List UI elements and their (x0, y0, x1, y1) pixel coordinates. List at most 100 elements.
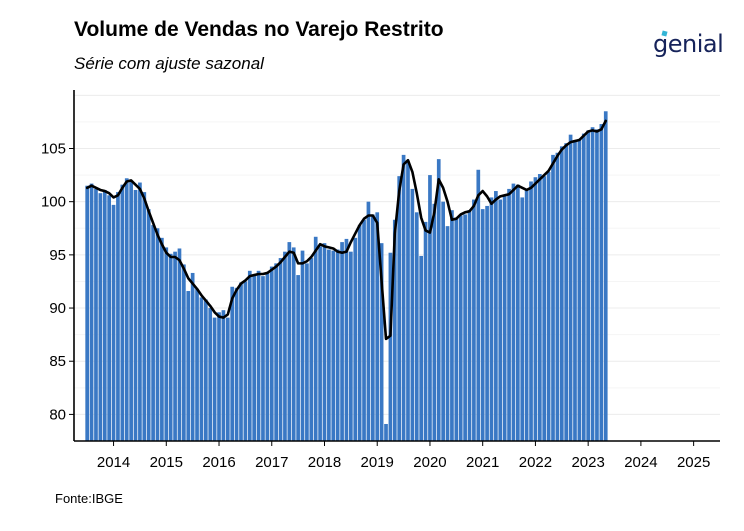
y-tick-label: 105 (41, 141, 66, 158)
x-tick-label: 2023 (571, 454, 604, 471)
bar (221, 310, 226, 441)
y-tick-label: 95 (49, 247, 66, 264)
bar (458, 215, 463, 441)
bar (494, 191, 498, 441)
bar (516, 184, 520, 441)
bar (89, 183, 94, 441)
bar (595, 129, 599, 441)
x-tick-label: 2017 (255, 454, 288, 471)
bar (309, 258, 314, 441)
bar (485, 205, 489, 441)
bar (300, 250, 305, 441)
bar (370, 214, 375, 441)
bar (590, 127, 595, 442)
bar (564, 143, 569, 441)
bar (265, 272, 270, 441)
bar (454, 217, 459, 441)
bar (85, 185, 90, 441)
bar (410, 188, 415, 441)
bar (472, 199, 476, 441)
bar (133, 189, 138, 441)
x-tick-label: 2024 (624, 454, 657, 471)
bar (195, 288, 199, 441)
bar (357, 225, 362, 441)
bar (419, 255, 424, 441)
bar (476, 169, 481, 442)
bar (467, 210, 472, 441)
bar (107, 195, 112, 441)
bar (511, 183, 516, 441)
bar (269, 266, 274, 441)
bar (239, 282, 243, 441)
bar (199, 297, 204, 441)
bar (599, 124, 604, 441)
bar (318, 246, 322, 441)
bar (155, 228, 160, 441)
chart-title: Volume de Vendas no Varejo Restrito (74, 18, 444, 41)
bar (168, 253, 173, 441)
bar (586, 130, 591, 441)
bar (392, 219, 397, 441)
x-tick-label: 2018 (308, 454, 341, 471)
bar (98, 193, 103, 441)
bar (344, 238, 349, 441)
bar (230, 286, 235, 441)
bar (489, 197, 494, 441)
bar (322, 243, 327, 441)
bar (243, 281, 248, 441)
x-tick-label: 2020 (413, 454, 446, 471)
bar (463, 214, 467, 441)
x-tick-label: 2016 (202, 454, 235, 471)
bar (559, 146, 564, 441)
x-tick-label: 2019 (361, 454, 394, 471)
bar (247, 270, 252, 441)
bar (182, 264, 186, 441)
bar (291, 247, 296, 441)
chart-subtitle: Série com ajuste sazonal (74, 54, 264, 73)
bar (397, 176, 402, 441)
bar (423, 221, 428, 441)
bar (577, 138, 582, 441)
bar (450, 210, 454, 441)
bar (146, 209, 151, 441)
bar (379, 243, 384, 441)
x-tick-label: 2014 (97, 454, 130, 471)
bar (502, 196, 507, 441)
bar (581, 133, 586, 442)
bar (190, 272, 195, 441)
y-tick-label: 85 (49, 353, 66, 370)
bar (287, 242, 292, 441)
bar (331, 250, 336, 441)
bar (173, 251, 177, 441)
bar (94, 188, 98, 441)
bar (498, 199, 503, 441)
bar (327, 249, 331, 441)
bar (524, 189, 529, 441)
bar (138, 182, 142, 441)
bar (507, 188, 511, 441)
bar (529, 181, 533, 442)
bar (129, 180, 133, 441)
bar (362, 219, 366, 441)
bar (225, 317, 230, 441)
bar (551, 154, 555, 441)
bar (234, 287, 239, 441)
bar (555, 152, 560, 441)
bar (445, 226, 450, 441)
bar (340, 242, 344, 441)
bar (208, 308, 213, 441)
bar (401, 154, 406, 441)
bar (111, 204, 116, 441)
y-tick-label: 100 (41, 194, 66, 211)
bar (164, 247, 169, 441)
y-tick-label: 90 (49, 300, 66, 317)
bar (568, 134, 573, 441)
bar (278, 258, 283, 441)
bar (261, 276, 265, 441)
x-tick-label: 2015 (150, 454, 183, 471)
bar (546, 171, 551, 441)
bar (388, 252, 393, 441)
bar (120, 184, 125, 441)
bar (296, 275, 300, 441)
